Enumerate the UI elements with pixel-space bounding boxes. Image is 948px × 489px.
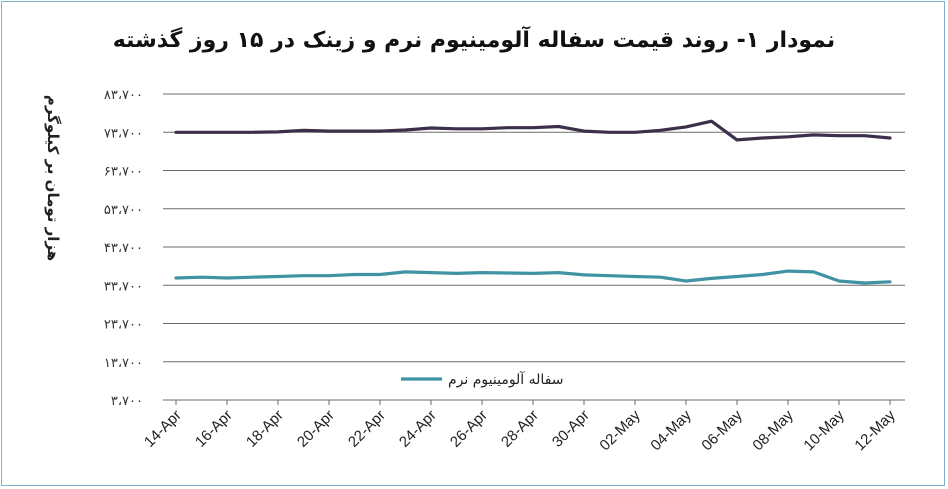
x-tick-label: 06-May (698, 406, 746, 454)
x-tick-label: 28-Apr (498, 407, 542, 451)
y-tick-label: ۱۳،۷۰۰ (104, 356, 143, 371)
series-lines (174, 119, 892, 285)
x-tick-label: 30-Apr (549, 407, 593, 451)
y-tick-label: ۳۳،۷۰۰ (104, 279, 143, 294)
x-axis: 14-Apr 16-Apr 18-Apr 20-Apr 22-Apr 24-Apr 26-A… (141, 399, 905, 454)
series-line-2 (174, 269, 892, 285)
gridlines (163, 93, 905, 363)
y-tick-label: ۶۳،۷۰۰ (104, 165, 143, 180)
y-axis-label: هزار تومان بر کیلوگرم (44, 95, 62, 261)
x-tick-label: 22-Apr (345, 407, 389, 451)
x-tick-label: 26-Apr (447, 407, 491, 451)
x-tick-label: 20-Apr (294, 407, 338, 451)
y-tick-label: ۷۳،۷۰۰ (104, 126, 143, 141)
series-line-1 (174, 119, 892, 142)
legend-label: سفاله آلومینیوم نرم (448, 371, 564, 388)
x-tick-label: 10-May (800, 406, 848, 454)
legend: سفاله آلومینیوم نرم (401, 371, 564, 388)
x-tick-label: 16-Apr (192, 407, 236, 451)
x-tick-label: 02-May (596, 406, 644, 454)
y-tick-labels: ۸۳،۷۰۰ ۷۳،۷۰۰ ۶۳،۷۰۰ ۵۳،۷۰۰ ۴۳،۷۰۰ ۳۳،۷۰۰ ۲۳،۷… (104, 88, 143, 409)
y-tick-label: ۳،۷۰۰ (111, 394, 143, 409)
chart-title: نمودار ۱- روند قیمت سفاله آلومینیوم نرم … (113, 25, 835, 53)
x-tick-label: 08-May (749, 406, 797, 454)
x-tick-label: 14-Apr (141, 407, 185, 451)
x-tick-label: 04-May (647, 406, 695, 454)
x-tick-label: 18-Apr (243, 407, 287, 451)
y-tick-label: ۲۳،۷۰۰ (104, 318, 143, 333)
y-tick-label: ۸۳،۷۰۰ (104, 88, 143, 103)
x-tick-label: 12-May (851, 406, 899, 454)
x-tick-label: 24-Apr (396, 407, 440, 451)
y-tick-label: ۴۳،۷۰۰ (104, 241, 143, 256)
y-tick-label: ۵۳،۷۰۰ (104, 203, 143, 218)
